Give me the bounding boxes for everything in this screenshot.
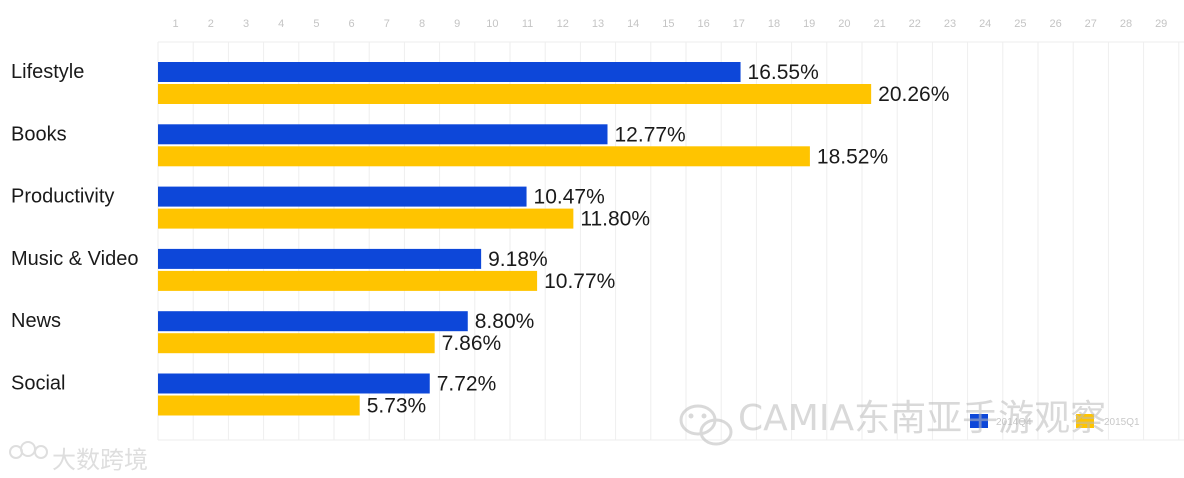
- data-label: 5.73%: [367, 395, 427, 418]
- data-label: 12.77%: [615, 123, 686, 146]
- top-tick-label: 4: [278, 18, 284, 30]
- bar-2015q1: [158, 395, 360, 416]
- wechat-icon: [679, 404, 733, 446]
- top-tick-label: 13: [592, 18, 604, 30]
- top-tick-label: 17: [733, 18, 745, 30]
- top-tick-label: 6: [349, 18, 355, 30]
- bar-2014q4: [158, 186, 527, 207]
- top-tick-label: 19: [803, 18, 815, 30]
- legend-swatch-2014q4: [970, 414, 988, 428]
- top-tick-label: 23: [944, 18, 956, 30]
- category-label: Music & Video: [11, 248, 138, 270]
- top-tick-label: 27: [1085, 18, 1097, 30]
- data-label: 7.86%: [442, 332, 502, 355]
- top-tick-label: 1: [173, 18, 179, 30]
- data-label: 7.72%: [437, 373, 497, 396]
- top-tick-label: 25: [1014, 18, 1026, 30]
- bar-2015q1: [158, 146, 810, 167]
- watermark-camia-text: CAMIA东南亚手游观察: [738, 398, 1106, 439]
- data-label: 9.18%: [488, 248, 548, 271]
- grid-lines: [157, 41, 1184, 441]
- watermark-dashukuajing-text: 大数跨境: [52, 446, 148, 474]
- legend-label-2014q4: 2014Q4: [996, 417, 1032, 428]
- top-tick-label: 15: [662, 18, 674, 30]
- top-tick-label: 24: [979, 18, 991, 30]
- data-label: 16.55%: [748, 61, 819, 84]
- legend-label-2015q1: 2015Q1: [1104, 417, 1140, 428]
- top-tick-label: 3: [243, 18, 249, 30]
- data-label: 18.52%: [817, 145, 888, 168]
- bar-2014q4: [158, 373, 430, 394]
- top-tick-label: 26: [1049, 18, 1061, 30]
- bar-2015q1: [158, 270, 538, 291]
- bars: [158, 62, 872, 416]
- category-label: Lifestyle: [11, 61, 84, 83]
- top-tick-label: 14: [627, 18, 639, 30]
- data-label: 8.80%: [475, 310, 535, 333]
- watermark-bottom-left: 大数跨境: [9, 441, 148, 474]
- data-label: 10.77%: [544, 270, 615, 293]
- top-tick-label: 9: [454, 18, 460, 30]
- data-labels: 16.55% 20.26% 12.77% 18.52% 10.47%11.80% 9.18…: [367, 61, 950, 418]
- top-tick-label: 22: [909, 18, 921, 30]
- bar-2015q1: [158, 84, 872, 104]
- data-label: 10.47%: [534, 186, 605, 209]
- cloud-logo-icon: [9, 441, 48, 459]
- category-labels: Lifestyle Books Productivity Music & Video N…: [11, 61, 138, 395]
- category-label: Productivity: [11, 186, 114, 208]
- legend-swatch-2015q1: [1076, 414, 1094, 428]
- data-label: 20.26%: [878, 83, 949, 106]
- top-tick-label: 11: [522, 18, 533, 30]
- top-tick-label: 12: [557, 18, 569, 30]
- top-tick-label: 29: [1155, 18, 1167, 30]
- top-tick-label: 21: [873, 18, 885, 30]
- data-label: 11.80%: [580, 208, 650, 231]
- top-tick-label: 16: [697, 18, 709, 30]
- top-tick-label: 18: [768, 18, 780, 30]
- top-tick-label: 2: [208, 18, 214, 30]
- bar-2015q1: [158, 333, 435, 354]
- bar-2014q4: [158, 124, 608, 145]
- bar-2014q4: [158, 248, 482, 269]
- category-label: Books: [11, 123, 67, 145]
- top-tick-labels: 1 2 3 4 5 6 7 8 9 10 11 12 13 14 15 16 17 18 19 20 21 22 23 24 2…: [173, 18, 1168, 30]
- legend: 2014Q4 2015Q1: [970, 414, 1140, 428]
- top-tick-label: 5: [313, 18, 319, 30]
- top-tick-label: 10: [486, 18, 498, 30]
- bar-2015q1: [158, 208, 574, 229]
- top-tick-label: 7: [384, 18, 390, 30]
- category-label: News: [11, 310, 61, 332]
- watermark-center: CAMIA东南亚手游观察: [679, 398, 1106, 446]
- bar-2014q4: [158, 62, 741, 82]
- category-label: Social: [11, 373, 65, 395]
- top-tick-label: 20: [838, 18, 850, 30]
- top-tick-label: 8: [419, 18, 425, 30]
- top-tick-label: 28: [1120, 18, 1132, 30]
- bar-2014q4: [158, 311, 468, 332]
